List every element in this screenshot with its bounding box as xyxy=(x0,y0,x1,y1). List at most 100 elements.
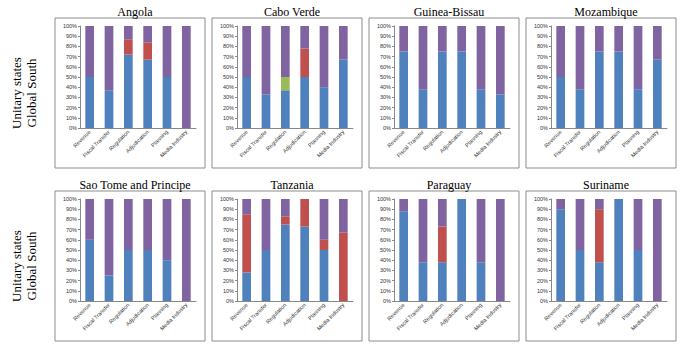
svg-text:100%: 100% xyxy=(534,196,548,202)
svg-text:Planning: Planning xyxy=(150,302,169,321)
svg-text:90%: 90% xyxy=(66,206,77,212)
svg-text:Media Industry: Media Industry xyxy=(316,302,346,332)
svg-text:0%: 0% xyxy=(540,125,548,131)
svg-text:40%: 40% xyxy=(223,257,234,263)
svg-text:20%: 20% xyxy=(380,278,391,284)
svg-text:Media Industry: Media Industry xyxy=(473,129,503,159)
svg-text:Adjudication: Adjudication xyxy=(595,302,620,327)
svg-text:20%: 20% xyxy=(537,105,548,111)
svg-text:60%: 60% xyxy=(537,64,548,70)
svg-text:Mozambique: Mozambique xyxy=(574,5,637,19)
svg-text:30%: 30% xyxy=(537,267,548,273)
svg-text:Global South: Global South xyxy=(24,231,39,300)
svg-text:40%: 40% xyxy=(223,84,234,90)
svg-text:Paraguay: Paraguay xyxy=(427,178,472,192)
svg-text:70%: 70% xyxy=(66,227,77,233)
svg-text:30%: 30% xyxy=(66,94,77,100)
svg-text:100%: 100% xyxy=(220,196,234,202)
svg-text:70%: 70% xyxy=(223,54,234,60)
svg-text:Planning: Planning xyxy=(621,129,640,148)
svg-text:50%: 50% xyxy=(380,247,391,253)
svg-text:Tanzania: Tanzania xyxy=(270,178,314,192)
svg-text:50%: 50% xyxy=(66,247,77,253)
svg-text:40%: 40% xyxy=(66,257,77,263)
svg-text:80%: 80% xyxy=(223,216,234,222)
svg-text:30%: 30% xyxy=(66,267,77,273)
svg-text:Unitary states: Unitary states xyxy=(9,230,24,302)
svg-text:90%: 90% xyxy=(223,206,234,212)
svg-text:80%: 80% xyxy=(66,216,77,222)
svg-text:Fiscal Transfer: Fiscal Transfer xyxy=(81,129,111,159)
svg-text:80%: 80% xyxy=(380,216,391,222)
svg-text:0%: 0% xyxy=(226,298,234,304)
svg-text:50%: 50% xyxy=(537,247,548,253)
svg-text:Planning: Planning xyxy=(464,302,483,321)
svg-text:Adjudication: Adjudication xyxy=(124,302,149,327)
svg-text:90%: 90% xyxy=(537,33,548,39)
svg-text:10%: 10% xyxy=(537,115,548,121)
svg-text:0%: 0% xyxy=(383,125,391,131)
svg-text:80%: 80% xyxy=(537,216,548,222)
svg-text:20%: 20% xyxy=(66,105,77,111)
svg-text:20%: 20% xyxy=(537,278,548,284)
svg-text:Media Industry: Media Industry xyxy=(159,302,189,332)
svg-text:80%: 80% xyxy=(380,43,391,49)
svg-text:40%: 40% xyxy=(66,84,77,90)
svg-text:Fiscal Transfer: Fiscal Transfer xyxy=(395,302,425,332)
svg-text:40%: 40% xyxy=(537,257,548,263)
svg-text:100%: 100% xyxy=(63,196,77,202)
svg-text:60%: 60% xyxy=(537,237,548,243)
svg-text:20%: 20% xyxy=(380,105,391,111)
svg-text:Adjudication: Adjudication xyxy=(281,129,306,154)
svg-text:30%: 30% xyxy=(380,267,391,273)
svg-text:30%: 30% xyxy=(223,267,234,273)
svg-text:Planning: Planning xyxy=(621,302,640,321)
svg-text:60%: 60% xyxy=(380,64,391,70)
svg-text:Media Industry: Media Industry xyxy=(630,302,660,332)
svg-text:10%: 10% xyxy=(66,115,77,121)
svg-text:Fiscal Transfer: Fiscal Transfer xyxy=(395,129,425,159)
svg-text:20%: 20% xyxy=(223,105,234,111)
svg-text:100%: 100% xyxy=(63,23,77,29)
svg-text:Adjudication: Adjudication xyxy=(281,302,306,327)
svg-text:100%: 100% xyxy=(377,196,391,202)
svg-text:Suriname: Suriname xyxy=(583,178,629,192)
svg-text:70%: 70% xyxy=(537,227,548,233)
svg-text:Fiscal Transfer: Fiscal Transfer xyxy=(552,302,582,332)
svg-text:Planning: Planning xyxy=(307,129,326,148)
svg-text:40%: 40% xyxy=(380,84,391,90)
svg-text:0%: 0% xyxy=(226,125,234,131)
svg-text:Adjudication: Adjudication xyxy=(595,129,620,154)
svg-text:80%: 80% xyxy=(537,43,548,49)
svg-text:0%: 0% xyxy=(383,298,391,304)
svg-text:0%: 0% xyxy=(69,298,77,304)
svg-text:100%: 100% xyxy=(534,23,548,29)
svg-text:Planning: Planning xyxy=(464,129,483,148)
svg-text:0%: 0% xyxy=(540,298,548,304)
svg-text:20%: 20% xyxy=(66,278,77,284)
svg-text:0%: 0% xyxy=(69,125,77,131)
svg-text:Cabo Verde: Cabo Verde xyxy=(264,5,320,19)
svg-text:60%: 60% xyxy=(380,237,391,243)
svg-text:60%: 60% xyxy=(66,64,77,70)
svg-text:60%: 60% xyxy=(223,237,234,243)
svg-text:Fiscal Transfer: Fiscal Transfer xyxy=(552,129,582,159)
svg-text:Adjudication: Adjudication xyxy=(438,302,463,327)
svg-text:Media Industry: Media Industry xyxy=(316,129,346,159)
svg-text:70%: 70% xyxy=(380,227,391,233)
svg-text:90%: 90% xyxy=(223,33,234,39)
svg-text:60%: 60% xyxy=(66,237,77,243)
svg-text:Media Industry: Media Industry xyxy=(473,302,503,332)
svg-text:Sao Tome and Principe: Sao Tome and Principe xyxy=(79,178,190,192)
svg-text:40%: 40% xyxy=(537,84,548,90)
svg-text:Fiscal Transfer: Fiscal Transfer xyxy=(238,129,268,159)
svg-text:30%: 30% xyxy=(537,94,548,100)
svg-text:Global South: Global South xyxy=(24,58,39,127)
svg-text:20%: 20% xyxy=(223,278,234,284)
svg-text:Media Industry: Media Industry xyxy=(630,129,660,159)
svg-text:30%: 30% xyxy=(223,94,234,100)
svg-text:70%: 70% xyxy=(66,54,77,60)
svg-text:30%: 30% xyxy=(380,94,391,100)
svg-text:60%: 60% xyxy=(223,64,234,70)
svg-text:10%: 10% xyxy=(66,288,77,294)
